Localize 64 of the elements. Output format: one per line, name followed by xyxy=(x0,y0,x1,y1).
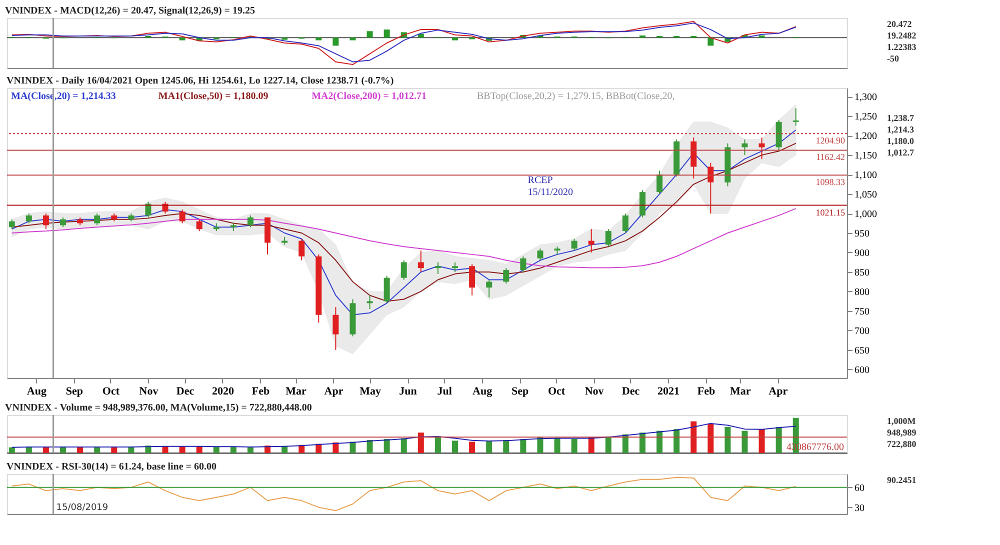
x-tick-label: Feb xyxy=(697,386,716,398)
text: 1.22383 xyxy=(887,42,917,52)
y-tick-label: 1,150 xyxy=(854,150,877,162)
y-tick-label: 1,200 xyxy=(854,131,877,142)
ref-line-label: 1204.90 xyxy=(816,136,846,146)
text: 1,238.7 xyxy=(887,113,914,123)
x-tick-label: Feb xyxy=(252,386,270,398)
x-tick-label: 2020 xyxy=(212,386,234,398)
ref-line-label: 1021.15 xyxy=(816,207,846,218)
y-tick-label: 30 xyxy=(854,502,864,514)
y-tick-label: 800 xyxy=(854,286,870,298)
chart-title: VNINDEX - RSI-30(14) = 61.24, base line = 60.00 xyxy=(6,461,217,472)
x-tick-label: Sep xyxy=(511,386,529,398)
text: 948,989 xyxy=(887,428,917,438)
x-tick-label: Aug xyxy=(26,386,47,398)
y-tick-label: 1,100 xyxy=(854,170,877,182)
chart-title: VNINDEX - Volume = 948,989,376.00, MA(Volume,15) = 722,880,448.00 xyxy=(5,402,312,414)
text: 1,000M xyxy=(887,416,916,426)
x-tick-label: Mar xyxy=(730,386,751,398)
text: 1,012.7 xyxy=(887,148,914,158)
text: 1,214.3 xyxy=(887,124,914,134)
y-tick-label: 900 xyxy=(854,248,870,259)
x-tick-label: Nov xyxy=(584,386,604,398)
chart-title: VNINDEX - Daily 16/04/2021 Open 1245.06, Hi 1254.61, Lo 1227.14, Close 1238.71 (-0.7%) xyxy=(6,75,394,86)
y-tick-label: 1,300 xyxy=(854,92,877,104)
y-tick-label: 750 xyxy=(854,306,870,318)
y-tick-label: 850 xyxy=(854,267,870,278)
x-tick-label: Mar xyxy=(286,386,307,398)
annotation: BBTop(Close,20,2) = 1,279.15, BBBot(Close,20, xyxy=(477,91,675,102)
chart-title: VNINDEX - MACD(12,26) = 20.47, Signal(12,26,9) = 19.25 xyxy=(5,5,255,16)
text: MA1(Close,50) = 1,180.09 xyxy=(158,91,268,102)
text: -50 xyxy=(887,54,900,64)
ref-line-label: 1098.33 xyxy=(816,177,846,188)
y-tick-label: 700 xyxy=(854,326,870,337)
text: 20.472 xyxy=(887,19,912,29)
x-tick-label: Nov xyxy=(139,386,159,398)
y-tick-label: 600 xyxy=(854,364,870,376)
x-tick-label: Apr xyxy=(324,386,344,398)
x-tick-label: Oct xyxy=(548,386,566,398)
y-tick-label: 60 xyxy=(854,482,864,494)
x-tick-label: Jun xyxy=(399,386,417,398)
text: MA(Close,20) = 1,214.33 xyxy=(11,91,116,102)
text: MA2(Close,200) = 1,012.71 xyxy=(312,91,426,102)
x-tick-label: Dec xyxy=(176,386,194,398)
y-tick-label: 650 xyxy=(854,345,870,356)
x-tick-label: Apr xyxy=(768,386,788,398)
text: 722,880 xyxy=(887,439,917,449)
ref-line-label: 1162.42 xyxy=(816,152,845,162)
x-tick-label: Jul xyxy=(437,386,452,398)
y-tick-label: 1,050 xyxy=(854,190,877,201)
annotation: RCEP 15/11/2020 xyxy=(528,175,573,198)
text: 90.2451 xyxy=(887,475,917,485)
y-tick-label: 1,250 xyxy=(854,112,877,123)
x-tick-label: Sep xyxy=(66,386,84,398)
y-tick-label: 1,000 xyxy=(854,209,877,220)
x-tick-label: Aug xyxy=(472,386,493,398)
x-tick-label: May xyxy=(360,386,382,398)
text: 19.2482 xyxy=(887,30,917,40)
x-tick-label: Oct xyxy=(102,386,120,398)
x-tick-label: Dec xyxy=(622,386,640,398)
ref-line-label: 15/08/2019 xyxy=(56,503,108,513)
text: 1,180.0 xyxy=(887,136,914,146)
y-tick-label: 950 xyxy=(854,228,870,240)
x-tick-label: 2021 xyxy=(658,386,680,398)
